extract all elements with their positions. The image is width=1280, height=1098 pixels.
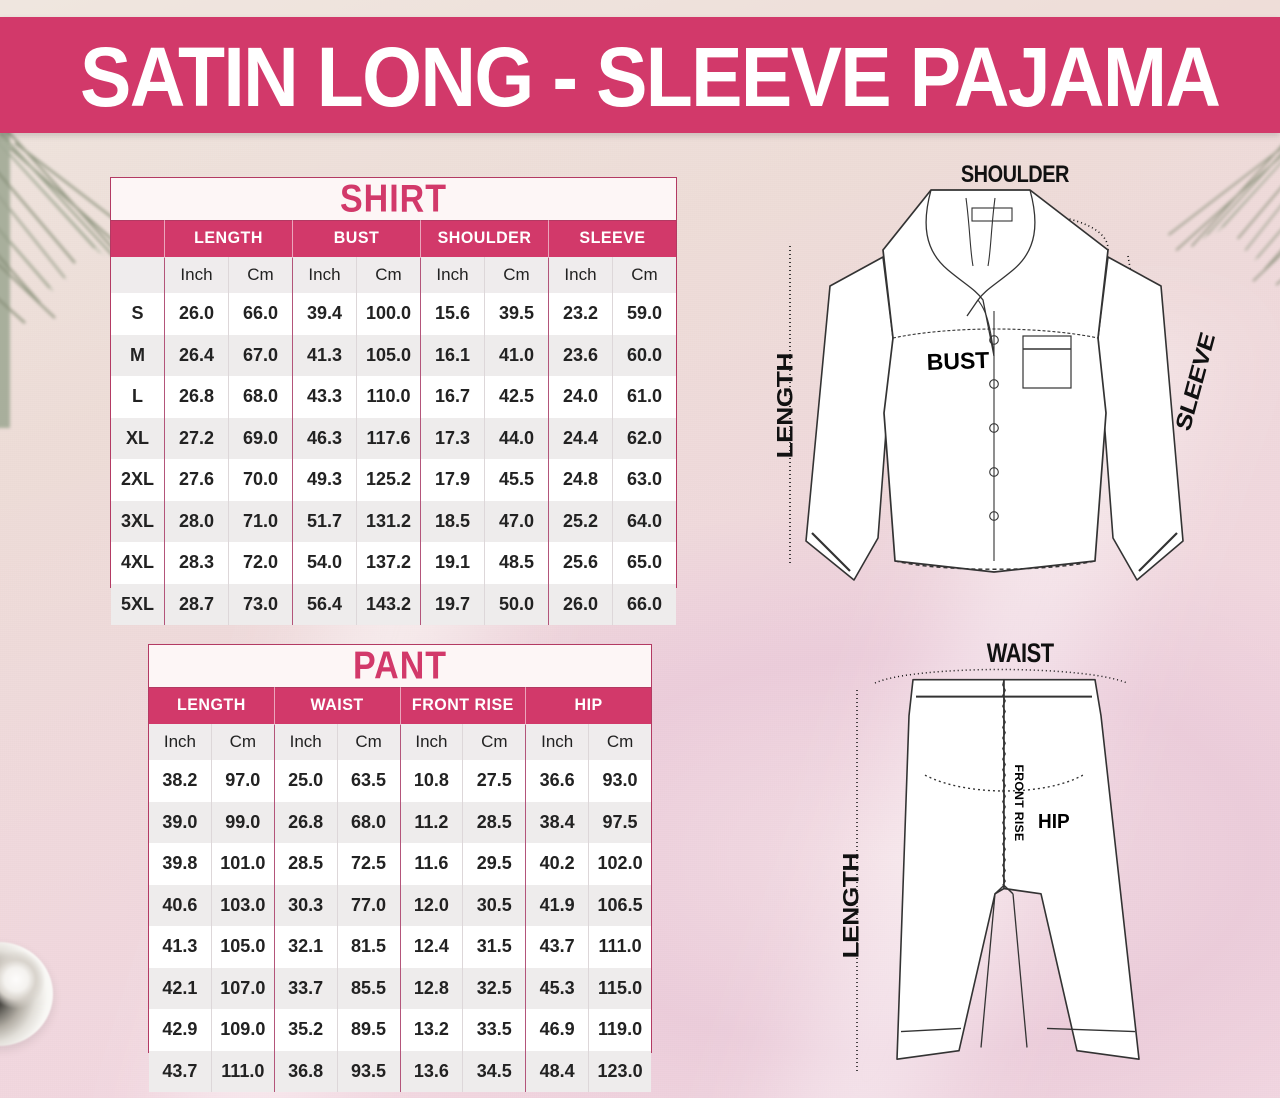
svg-text:FRONT RISE: FRONT RISE: [1012, 764, 1026, 841]
svg-text:BUST: BUST: [926, 347, 989, 375]
svg-text:HIP: HIP: [1038, 811, 1070, 834]
